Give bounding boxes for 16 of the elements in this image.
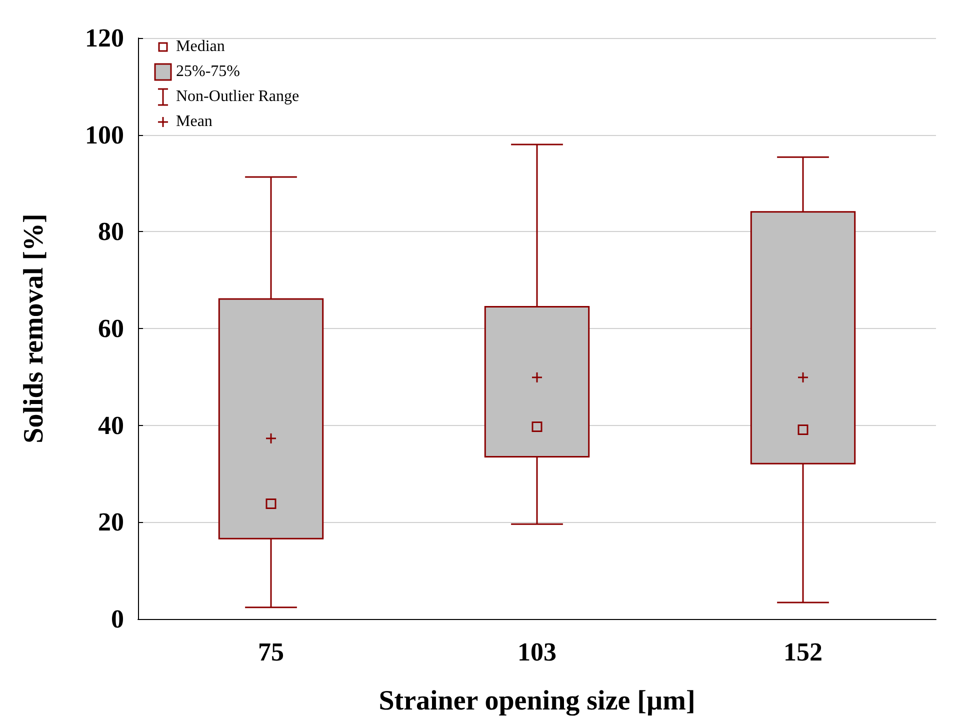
- y-tick-label: 40: [98, 410, 124, 440]
- annotation: Non-Outlier Range: [176, 88, 300, 106]
- legend-label: 25%-75%: [176, 62, 240, 80]
- y-tick-label: 20: [98, 508, 124, 537]
- y-tick-label: 60: [98, 314, 124, 343]
- x-tick-label: 75: [258, 638, 284, 666]
- y-tick-label: 80: [98, 217, 124, 246]
- y-axis-title: Solids removal [%]: [18, 214, 50, 444]
- annotation: Median: [176, 38, 225, 56]
- annotation: Mean: [176, 112, 212, 130]
- x-axis-title: Strainer opening size [µm]: [378, 686, 696, 716]
- x-tick-label: 103: [518, 638, 556, 666]
- y-tick-label: 100: [85, 120, 124, 150]
- x-tick-label: 152: [784, 638, 822, 666]
- y-tick-label: 120: [85, 24, 124, 52]
- y-tick-label: 0: [111, 604, 124, 634]
